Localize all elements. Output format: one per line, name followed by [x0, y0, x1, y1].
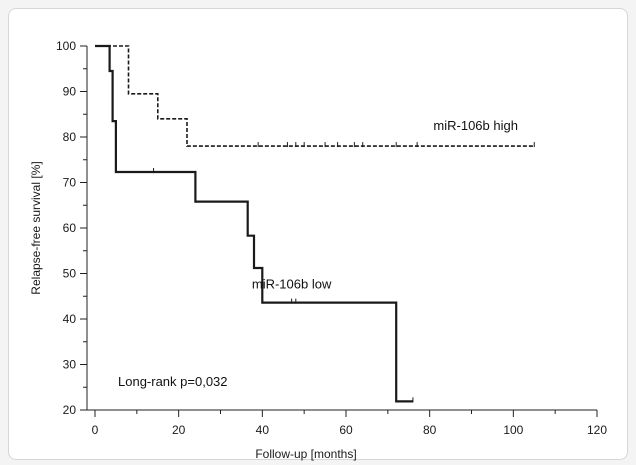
series-line-high	[95, 45, 535, 147]
y-tick-label: 30	[63, 358, 77, 372]
x-tick-label: 0	[92, 423, 99, 437]
x-tick-label: 40	[256, 423, 270, 437]
x-tick-label: 60	[339, 423, 353, 437]
y-tick-label: 70	[63, 176, 77, 190]
x-tick-label: 20	[172, 423, 186, 437]
series-label: miR-106b high	[433, 118, 518, 133]
y-tick-label: 20	[63, 403, 77, 417]
series-line-low	[95, 44, 413, 403]
x-tick-label: 120	[587, 423, 607, 437]
axes	[80, 45, 598, 417]
plot-area	[95, 44, 535, 403]
p-value-annotation: Long-rank p=0,032	[118, 374, 228, 389]
y-tick-label: 40	[63, 312, 77, 326]
labels: 0 20 40 60 80 100 120 20 30 40 50 60 70 80 90 100 Follow…	[29, 39, 607, 461]
x-tick-label: 80	[423, 423, 437, 437]
series-label: miR-106b low	[252, 277, 332, 292]
y-tick-label: 80	[63, 130, 77, 144]
y-tick-label: 50	[63, 267, 77, 281]
y-tick-label: 100	[56, 39, 76, 53]
x-axis-title: Follow-up [months]	[255, 447, 356, 461]
y-tick-label: 60	[63, 221, 77, 235]
y-axis-title: Relapse-free survival [%]	[29, 161, 43, 294]
x-tick-label: 100	[503, 423, 523, 437]
y-tick-label: 90	[63, 85, 77, 99]
chart-frame	[8, 8, 628, 460]
